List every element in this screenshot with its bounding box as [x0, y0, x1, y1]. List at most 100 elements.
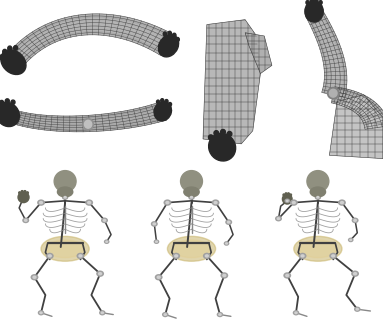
Ellipse shape: [331, 254, 336, 258]
Ellipse shape: [285, 193, 287, 195]
Ellipse shape: [100, 311, 104, 314]
Ellipse shape: [1, 50, 26, 75]
Ellipse shape: [348, 238, 354, 242]
Ellipse shape: [63, 196, 67, 199]
Ellipse shape: [173, 33, 176, 37]
Ellipse shape: [351, 270, 359, 277]
Ellipse shape: [184, 187, 199, 197]
Ellipse shape: [188, 195, 195, 200]
Ellipse shape: [218, 313, 222, 316]
Ellipse shape: [157, 100, 160, 104]
Ellipse shape: [283, 272, 291, 279]
Ellipse shape: [0, 100, 4, 105]
Ellipse shape: [24, 219, 28, 222]
Ellipse shape: [299, 240, 337, 258]
Ellipse shape: [164, 313, 167, 316]
Ellipse shape: [315, 0, 318, 2]
Ellipse shape: [316, 196, 320, 199]
Polygon shape: [329, 95, 383, 159]
Ellipse shape: [314, 195, 321, 200]
Ellipse shape: [282, 194, 292, 204]
Ellipse shape: [208, 135, 213, 140]
Ellipse shape: [39, 311, 43, 314]
Ellipse shape: [307, 171, 329, 192]
Ellipse shape: [8, 46, 12, 51]
Ellipse shape: [225, 242, 228, 245]
Ellipse shape: [157, 275, 161, 279]
Polygon shape: [203, 20, 260, 144]
Ellipse shape: [62, 195, 69, 200]
Ellipse shape: [154, 239, 159, 244]
Ellipse shape: [310, 187, 326, 197]
Ellipse shape: [290, 199, 298, 206]
Ellipse shape: [31, 274, 38, 281]
Ellipse shape: [205, 254, 209, 258]
Ellipse shape: [338, 199, 346, 206]
Ellipse shape: [354, 307, 360, 312]
Ellipse shape: [285, 274, 290, 277]
Ellipse shape: [352, 217, 358, 223]
Ellipse shape: [214, 131, 219, 136]
Ellipse shape: [225, 219, 232, 225]
Ellipse shape: [173, 240, 210, 258]
Ellipse shape: [163, 32, 167, 36]
Ellipse shape: [300, 254, 305, 258]
Ellipse shape: [57, 187, 73, 197]
Ellipse shape: [54, 171, 76, 192]
Ellipse shape: [277, 217, 280, 220]
Ellipse shape: [162, 312, 169, 317]
Ellipse shape: [299, 253, 306, 259]
Ellipse shape: [78, 254, 83, 258]
Ellipse shape: [227, 221, 231, 224]
Ellipse shape: [213, 201, 218, 204]
Ellipse shape: [39, 201, 43, 204]
Ellipse shape: [283, 194, 285, 196]
Ellipse shape: [349, 239, 352, 241]
Ellipse shape: [288, 193, 289, 195]
Ellipse shape: [3, 49, 7, 54]
Polygon shape: [4, 102, 167, 132]
Ellipse shape: [291, 201, 296, 204]
Ellipse shape: [293, 310, 299, 316]
Ellipse shape: [152, 222, 156, 226]
Ellipse shape: [21, 191, 23, 193]
Ellipse shape: [87, 201, 92, 204]
Ellipse shape: [286, 199, 289, 202]
Ellipse shape: [11, 100, 15, 104]
Ellipse shape: [220, 272, 228, 279]
Ellipse shape: [340, 201, 344, 204]
Ellipse shape: [155, 274, 163, 281]
Ellipse shape: [47, 254, 52, 258]
Ellipse shape: [212, 199, 219, 206]
Ellipse shape: [355, 308, 359, 311]
Ellipse shape: [224, 241, 229, 246]
Ellipse shape: [46, 240, 84, 258]
Ellipse shape: [275, 216, 282, 221]
Ellipse shape: [168, 31, 172, 35]
Ellipse shape: [176, 38, 179, 42]
Ellipse shape: [319, 1, 322, 4]
Ellipse shape: [85, 199, 93, 206]
Ellipse shape: [32, 275, 37, 279]
Ellipse shape: [19, 192, 21, 194]
Ellipse shape: [172, 253, 180, 259]
Ellipse shape: [151, 221, 158, 227]
Ellipse shape: [221, 129, 225, 134]
Ellipse shape: [294, 311, 298, 314]
Polygon shape: [5, 14, 176, 67]
Ellipse shape: [104, 239, 110, 244]
Ellipse shape: [155, 240, 158, 243]
Ellipse shape: [96, 270, 104, 277]
Ellipse shape: [85, 120, 92, 128]
Ellipse shape: [353, 219, 357, 222]
Ellipse shape: [83, 118, 93, 130]
Ellipse shape: [327, 87, 339, 99]
Ellipse shape: [46, 253, 54, 259]
Ellipse shape: [38, 310, 44, 316]
Ellipse shape: [99, 310, 106, 316]
Ellipse shape: [169, 103, 172, 106]
Ellipse shape: [98, 272, 102, 275]
Ellipse shape: [26, 192, 28, 194]
Polygon shape: [306, 10, 347, 97]
Ellipse shape: [305, 1, 323, 22]
